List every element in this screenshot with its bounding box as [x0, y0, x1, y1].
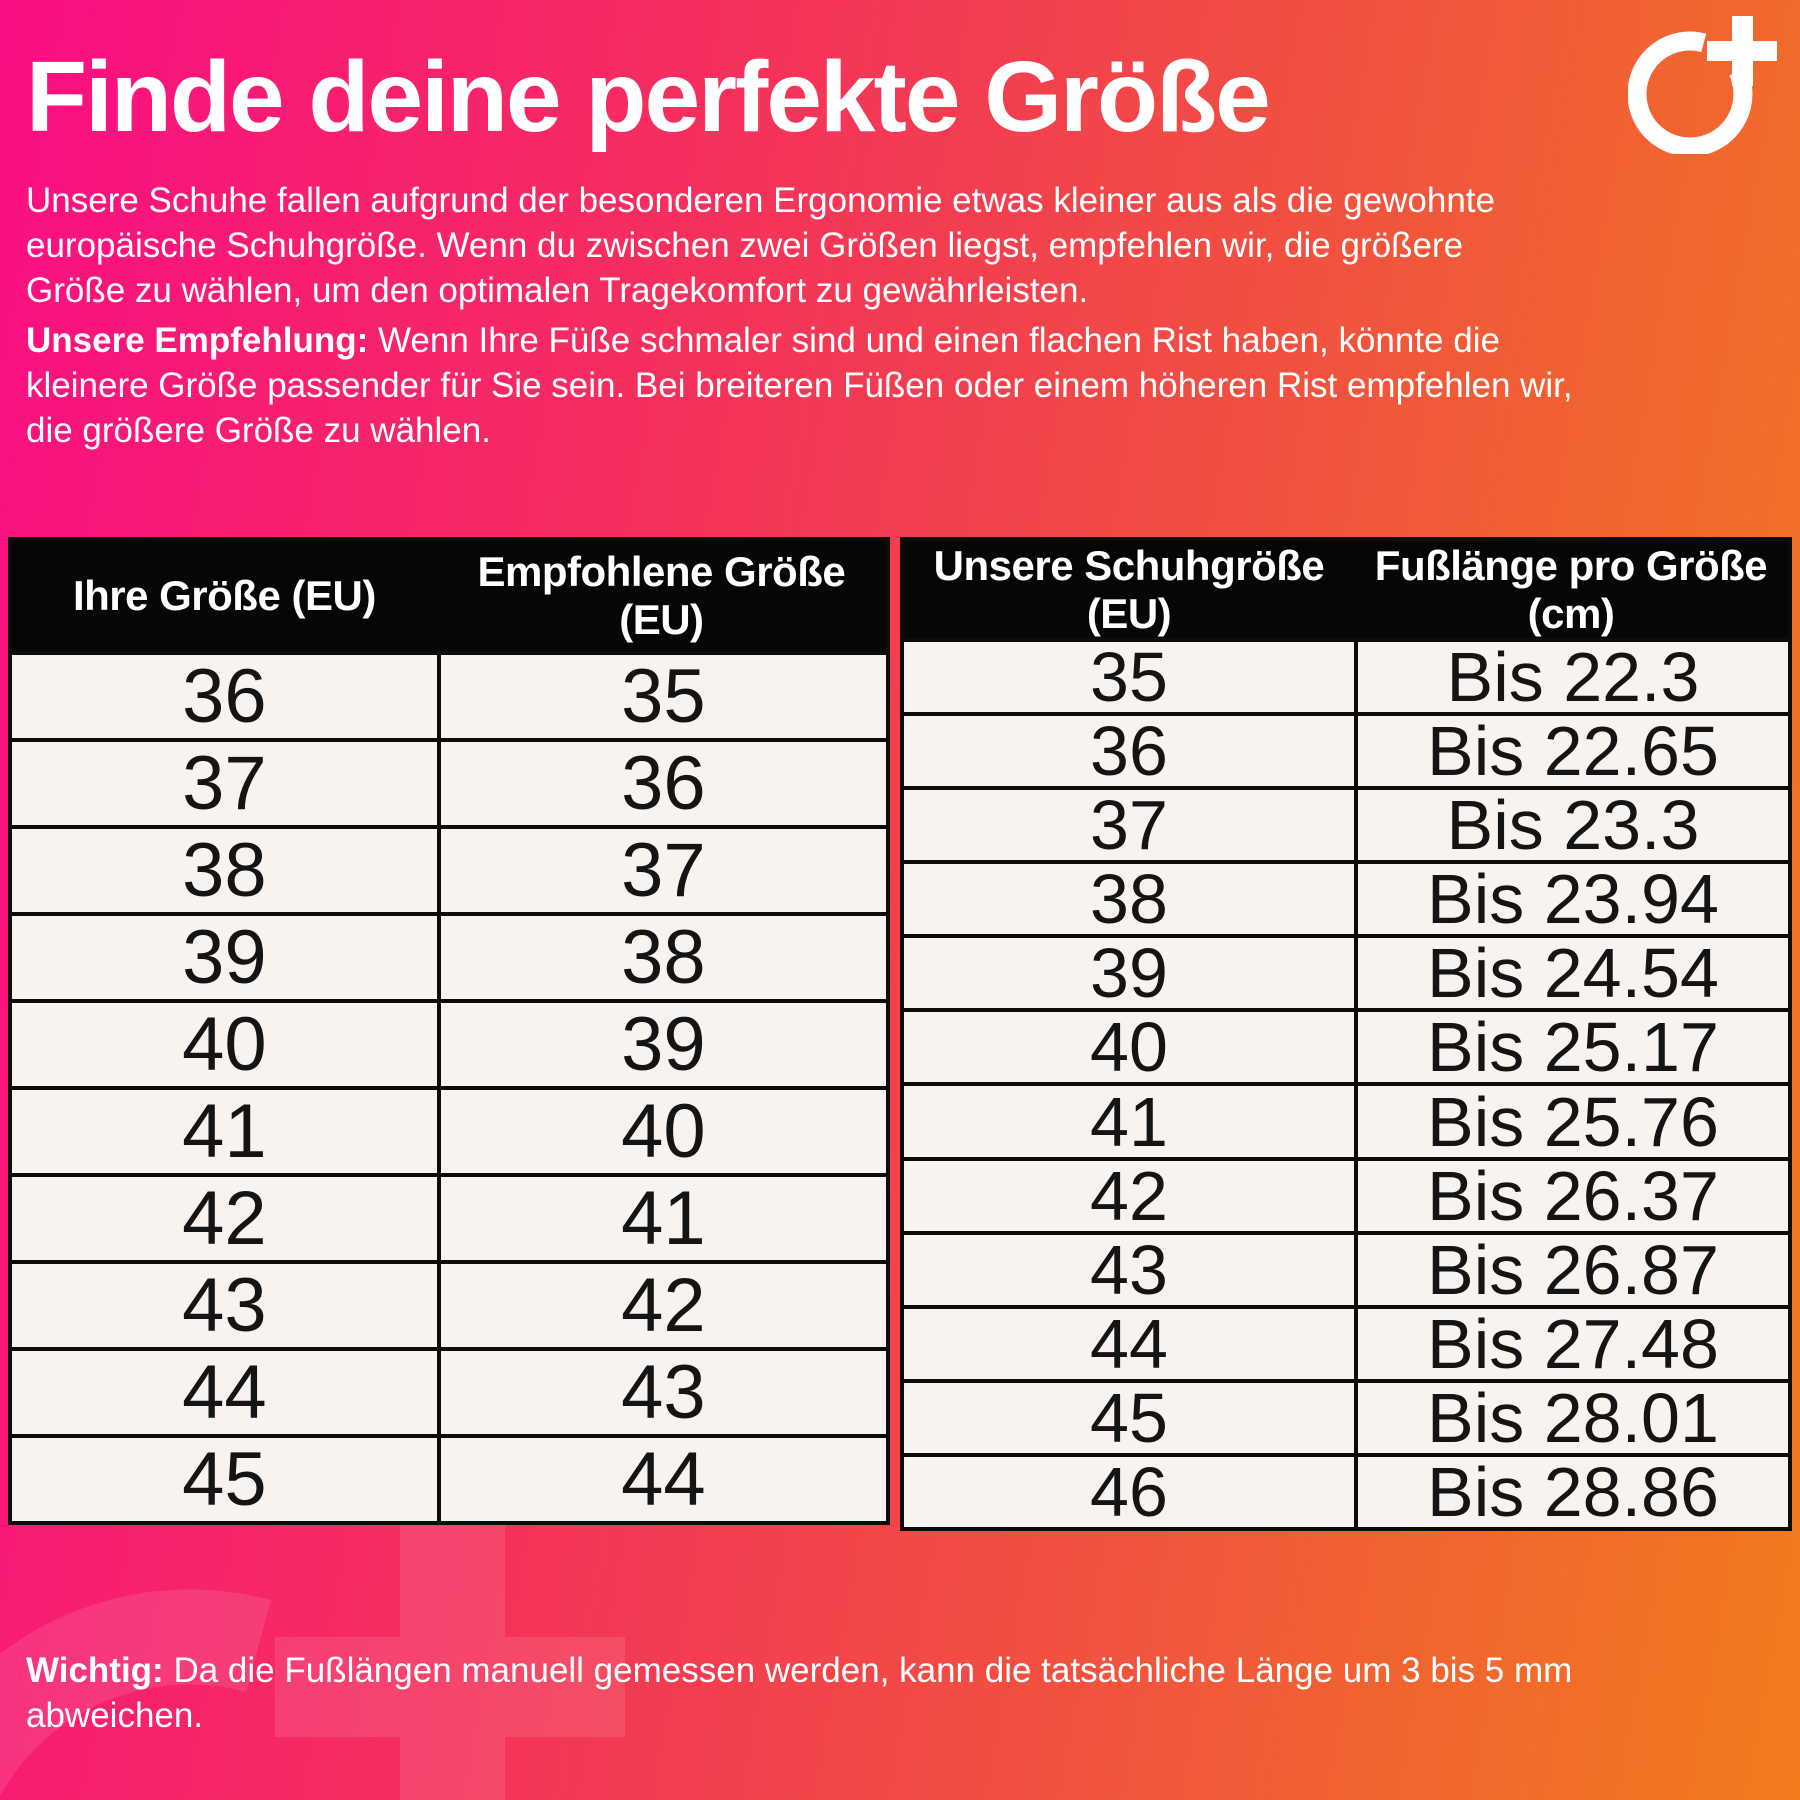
cell-your-size: 36: [182, 653, 267, 739]
cell-your-size: 38: [182, 827, 267, 913]
cell-foot-length: Bis 22.3: [1353, 642, 1788, 713]
cell-shoe-size: 35: [1090, 638, 1168, 717]
cell-foot-length: Bis 22.65: [1353, 716, 1788, 787]
table-row: 41 Bis 25.76: [904, 1082, 1788, 1161]
cell-your-size: 40: [182, 1001, 267, 1087]
table-row: 44 43: [12, 1347, 886, 1434]
table-row: 41 40: [12, 1086, 886, 1173]
cell-shoe-size: 39: [1090, 934, 1168, 1013]
table-row: 40 Bis 25.17: [904, 1008, 1788, 1087]
table-row: 43 42: [12, 1260, 886, 1347]
table-row: 40 39: [12, 999, 886, 1086]
table-row: 45 Bis 28.01: [904, 1378, 1788, 1457]
cell-recommended-size: 42: [436, 1264, 886, 1347]
cell-recommended-size: 39: [436, 1003, 886, 1086]
cell-foot-length: Bis 25.76: [1353, 1086, 1788, 1157]
cell-recommended-size: 41: [436, 1177, 886, 1260]
cell-recommended-size: 37: [436, 829, 886, 912]
cell-your-size: 41: [182, 1088, 267, 1174]
table-row: 38 37: [12, 825, 886, 912]
cell-your-size: 44: [182, 1349, 267, 1435]
foot-length-table-header: Unsere Schuhgröße (EU) Fußlänge pro Größ…: [904, 541, 1788, 638]
table-row: 46 Bis 28.86: [904, 1452, 1788, 1531]
cell-shoe-size: 43: [1090, 1230, 1168, 1309]
important-note: Wichtig: Da die Fußlängen manuell gemess…: [26, 1648, 1616, 1738]
cell-recommended-size: 44: [436, 1438, 886, 1521]
recommendation-body: Wenn Ihre Füße schmaler sind und einen f…: [26, 321, 1573, 451]
important-note-label: Wichtig:: [26, 1651, 164, 1690]
table-row: 39 Bis 24.54: [904, 934, 1788, 1013]
cell-foot-length: Bis 23.3: [1353, 790, 1788, 861]
column-header-foot-length: Fußlänge pro Größe (cm): [1374, 541, 1768, 637]
table-row: 43 Bis 26.87: [904, 1230, 1788, 1309]
table-row: 42 41: [12, 1173, 886, 1260]
column-header-recommended-size: Empfohlene Größe (EU): [477, 548, 846, 643]
table-row: 37 Bis 23.3: [904, 786, 1788, 865]
cell-shoe-size: 40: [1090, 1008, 1168, 1087]
cell-foot-length: Bis 26.87: [1353, 1235, 1788, 1305]
cell-recommended-size: 43: [436, 1351, 886, 1434]
recommendation-label: Unsere Empfehlung:: [26, 321, 369, 360]
cell-foot-length: Bis 25.17: [1353, 1012, 1788, 1083]
column-header-your-size: Ihre Größe (EU): [72, 572, 376, 619]
cell-foot-length: Bis 26.37: [1353, 1161, 1788, 1231]
cell-recommended-size: 36: [436, 742, 886, 825]
table-row: 36 Bis 22.65: [904, 712, 1788, 791]
cell-shoe-size: 46: [1090, 1452, 1168, 1531]
cell-foot-length: Bis 28.86: [1353, 1457, 1788, 1527]
cell-foot-length: Bis 27.48: [1353, 1309, 1788, 1379]
cell-recommended-size: 40: [436, 1090, 886, 1173]
table-row: 35 Bis 22.3: [904, 638, 1788, 717]
foot-length-table: Unsere Schuhgröße (EU) Fußlänge pro Größ…: [900, 537, 1792, 1531]
cell-shoe-size: 41: [1090, 1082, 1168, 1161]
important-note-body: Da die Fußlängen manuell gemessen werden…: [26, 1651, 1573, 1736]
cell-recommended-size: 35: [436, 655, 886, 738]
table-row: 36 35: [12, 651, 886, 738]
table-row: 45 44: [12, 1434, 886, 1521]
cell-shoe-size: 42: [1090, 1156, 1168, 1235]
table-row: 37 36: [12, 738, 886, 825]
brand-logo-circle-plus-icon: [1628, 16, 1777, 154]
cell-shoe-size: 38: [1090, 860, 1168, 939]
page-title: Finde deine perfekte Größe: [26, 41, 1271, 153]
cell-your-size: 43: [182, 1262, 267, 1348]
table-row: 38 Bis 23.94: [904, 860, 1788, 939]
column-header-our-shoe-size: Unsere Schuhgröße (EU): [933, 541, 1325, 637]
table-row: 39 38: [12, 912, 886, 999]
cell-your-size: 37: [182, 740, 267, 826]
cell-foot-length: Bis 24.54: [1353, 938, 1788, 1009]
cell-shoe-size: 45: [1090, 1378, 1168, 1457]
table-row: 44 Bis 27.48: [904, 1304, 1788, 1383]
size-recommendation-table: Ihre Größe (EU) Empfohlene Größe (EU) 36…: [8, 537, 890, 1525]
cell-your-size: 42: [182, 1175, 267, 1261]
cell-shoe-size: 37: [1090, 786, 1168, 865]
cell-shoe-size: 36: [1090, 712, 1168, 791]
recommendation-paragraph: Unsere Empfehlung: Wenn Ihre Füße schmal…: [26, 318, 1581, 453]
table-row: 42 Bis 26.37: [904, 1156, 1788, 1235]
cell-your-size: 45: [182, 1436, 267, 1522]
cell-foot-length: Bis 28.01: [1353, 1383, 1788, 1453]
cell-foot-length: Bis 23.94: [1353, 864, 1788, 935]
cell-shoe-size: 44: [1090, 1304, 1168, 1383]
cell-your-size: 39: [182, 914, 267, 1000]
size-recommendation-table-header: Ihre Größe (EU) Empfohlene Größe (EU): [12, 541, 886, 651]
intro-paragraph: Unsere Schuhe fallen aufgrund der besond…: [26, 181, 1495, 311]
cell-recommended-size: 38: [436, 916, 886, 999]
